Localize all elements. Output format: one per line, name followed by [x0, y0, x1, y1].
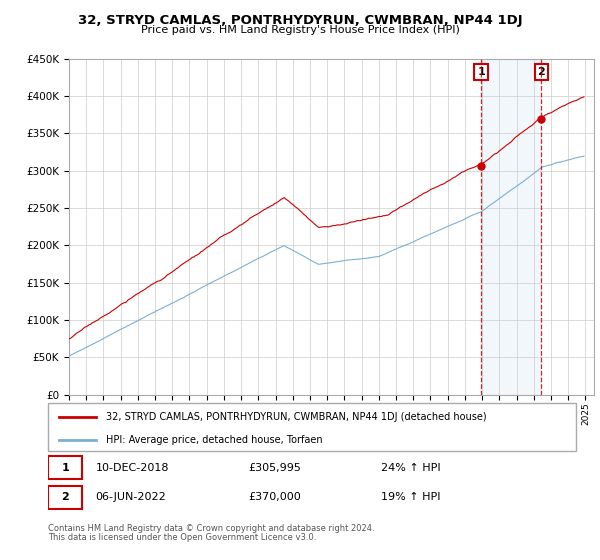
- Text: 10-DEC-2018: 10-DEC-2018: [95, 463, 169, 473]
- Text: HPI: Average price, detached house, Torfaen: HPI: Average price, detached house, Torf…: [106, 435, 323, 445]
- Text: 1: 1: [61, 463, 69, 473]
- FancyBboxPatch shape: [48, 456, 82, 479]
- Text: This data is licensed under the Open Government Licence v3.0.: This data is licensed under the Open Gov…: [48, 533, 316, 542]
- Text: £305,995: £305,995: [248, 463, 302, 473]
- Text: 19% ↑ HPI: 19% ↑ HPI: [380, 492, 440, 502]
- FancyBboxPatch shape: [48, 486, 82, 509]
- Text: 32, STRYD CAMLAS, PONTRHYDYRUN, CWMBRAN, NP44 1DJ: 32, STRYD CAMLAS, PONTRHYDYRUN, CWMBRAN,…: [77, 14, 523, 27]
- Text: 06-JUN-2022: 06-JUN-2022: [95, 492, 166, 502]
- FancyBboxPatch shape: [48, 403, 576, 451]
- Text: 2: 2: [61, 492, 69, 502]
- Text: 2: 2: [538, 67, 545, 77]
- Bar: [481, 59, 541, 395]
- Text: 1: 1: [477, 67, 485, 77]
- Text: Contains HM Land Registry data © Crown copyright and database right 2024.: Contains HM Land Registry data © Crown c…: [48, 524, 374, 533]
- Text: £370,000: £370,000: [248, 492, 301, 502]
- Text: 24% ↑ HPI: 24% ↑ HPI: [380, 463, 440, 473]
- Text: Price paid vs. HM Land Registry's House Price Index (HPI): Price paid vs. HM Land Registry's House …: [140, 25, 460, 35]
- Text: 32, STRYD CAMLAS, PONTRHYDYRUN, CWMBRAN, NP44 1DJ (detached house): 32, STRYD CAMLAS, PONTRHYDYRUN, CWMBRAN,…: [106, 412, 487, 422]
